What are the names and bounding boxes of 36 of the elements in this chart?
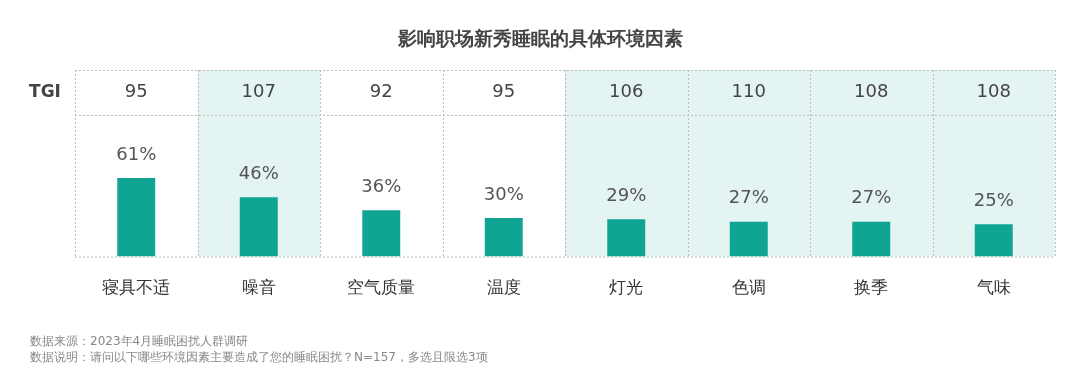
text: 108	[976, 80, 1011, 102]
data-label: 61%	[116, 142, 157, 164]
bar	[852, 221, 891, 257]
x-tick-label: 空气质量	[347, 278, 416, 298]
x-tick-label: 温度	[486, 278, 521, 298]
x-tick-label: 换季	[854, 278, 889, 298]
text: 107	[241, 80, 276, 102]
bar	[239, 197, 278, 257]
text: 106	[609, 80, 644, 102]
x-tick-label: 灯光	[609, 278, 644, 298]
text: 95	[124, 80, 148, 102]
data-label: 27%	[851, 186, 892, 208]
bar	[729, 221, 768, 257]
bar	[484, 217, 523, 257]
bar	[974, 224, 1013, 257]
bar	[362, 210, 401, 257]
x-tick-label: 寝具不适	[102, 278, 171, 298]
bar	[117, 177, 156, 257]
data-label: 36%	[361, 174, 402, 196]
text: 数据说明：请问以下哪些环境因素主要造成了您的睡眠困扰？N=157，多选且限选3项	[30, 349, 488, 365]
text: 110	[731, 80, 766, 102]
x-tick-label: 气味	[976, 278, 1011, 298]
data-label: 25%	[973, 189, 1014, 211]
x-tick-label: 噪音	[241, 278, 276, 298]
text: 95	[492, 80, 516, 102]
data-label: 46%	[238, 161, 279, 183]
text: 108	[854, 80, 889, 102]
data-label: 30%	[483, 182, 524, 204]
x-tick-label: 色调	[731, 278, 766, 298]
data-label: 27%	[728, 186, 769, 208]
source-note: 数据来源：2023年4月睡眠困扰人群调研	[30, 333, 250, 349]
y-axis-title: TGI	[29, 80, 61, 101]
text: 92	[369, 80, 393, 102]
bar	[607, 219, 646, 257]
chart-title: 影响职场新秀睡眠的具体环境因素	[396, 26, 684, 51]
data-label: 29%	[606, 183, 647, 205]
